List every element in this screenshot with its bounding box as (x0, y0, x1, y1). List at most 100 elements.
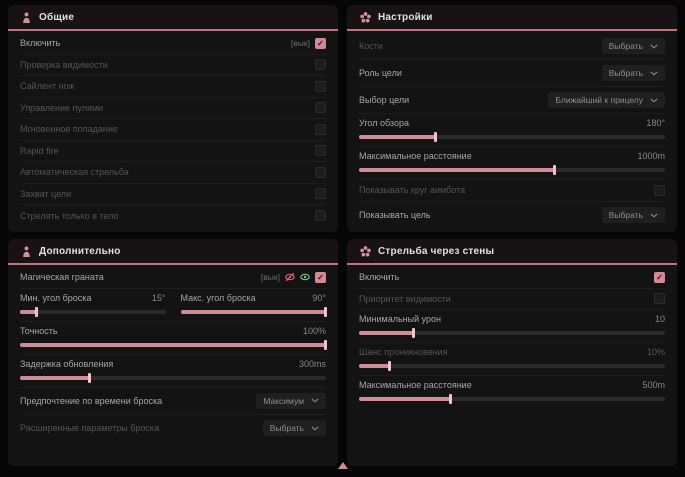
checkbox-row[interactable]: Приоритет видимости (359, 289, 665, 310)
dropdown-row: Роль цели Выбрать (359, 60, 665, 87)
row-label: Магическая граната (20, 272, 104, 283)
slider-control (359, 165, 665, 175)
checkbox[interactable] (654, 293, 665, 305)
row-label: Показывать цель (359, 210, 431, 220)
slider-value: 10% (646, 347, 665, 357)
slider-track[interactable] (359, 394, 665, 404)
checkbox-row[interactable]: Проверка видимости (20, 55, 326, 76)
panel-rows: Магическая граната [вык] ✓ Мин. угол броска… (8, 265, 338, 442)
row-label: Показывать круг аимбота (359, 185, 466, 196)
chevron-down-icon (311, 425, 319, 431)
row-controls (654, 293, 665, 305)
dropdown[interactable]: Выбрать (262, 420, 326, 436)
slider-row: Максимальное расстояние 1000m (359, 147, 665, 180)
dropdown[interactable]: Максимум (256, 392, 326, 409)
checkbox[interactable] (315, 102, 326, 114)
row-label: Сайлент нож (20, 81, 75, 92)
row-label: Расширенные параметры броска (20, 423, 160, 433)
checkbox[interactable] (315, 210, 326, 222)
chevron-down-icon (650, 97, 658, 103)
slider-handle[interactable] (448, 394, 452, 404)
checkbox-row[interactable]: Захват цели (20, 184, 326, 205)
slider-fill (20, 339, 327, 350)
checkbox-row[interactable]: Включить [вык] ✓ (20, 33, 326, 55)
row-label: Макс. угол броска (180, 292, 256, 303)
checkbox[interactable]: ✓ (315, 37, 326, 49)
slider-value: 180° (646, 118, 665, 128)
slider-handle[interactable] (552, 165, 556, 175)
row-label: Максимальное расстояние (359, 380, 472, 390)
slider-track[interactable] (20, 306, 166, 317)
checkbox[interactable] (315, 123, 326, 135)
slider-half: Мин. угол броска 15° (20, 292, 166, 317)
person-icon (21, 246, 32, 257)
dropdown[interactable]: Выбрать (601, 207, 665, 223)
checkbox-row[interactable]: Rapid fire (20, 141, 326, 162)
checkbox[interactable] (315, 145, 326, 157)
checkbox[interactable] (315, 188, 326, 200)
checkbox-row[interactable]: Мгновенное попадание (20, 119, 326, 141)
dropdown-row: Показывать цель Выбрать (359, 202, 665, 229)
row-controls (654, 184, 665, 196)
checkbox[interactable] (654, 184, 665, 196)
slider: Угол обзора 180° (359, 118, 665, 142)
slider-control (180, 306, 327, 317)
slider-handle[interactable] (324, 339, 327, 350)
slider-value: 500m (642, 380, 665, 390)
checkbox-row[interactable]: Управление пулями (20, 98, 326, 119)
slider-header: Угол обзора 180° (359, 118, 665, 128)
chevron-down-icon (650, 43, 658, 49)
checkbox[interactable] (315, 166, 326, 178)
checkbox-row[interactable]: Сайлент нож (20, 76, 326, 98)
slider-track[interactable] (20, 372, 326, 383)
row-label: Точность (20, 325, 58, 336)
row-label: Предпочтение по времени броска (20, 395, 163, 406)
chevron-down-icon (650, 70, 658, 76)
dropdown[interactable]: Выбрать (601, 65, 665, 81)
slider-control (359, 132, 665, 142)
menu-arrow-marker (338, 462, 348, 469)
flower-icon (360, 11, 371, 23)
dropdown-row: Предпочтение по времени броска Максимум (20, 388, 326, 415)
dropdown-value: Максимум (263, 395, 304, 406)
checkbox[interactable] (315, 80, 326, 92)
slider-header: Минимальный урон 10 (359, 314, 665, 324)
slider-fill (359, 132, 437, 142)
slider-header: Макс. угол броска 90° (181, 293, 327, 303)
slider-track[interactable] (359, 328, 665, 338)
dropdown[interactable]: Выбрать (601, 38, 665, 54)
slider-track[interactable] (180, 306, 327, 317)
checkbox-row[interactable]: Магическая граната [вык] ✓ (20, 267, 326, 289)
slider-handle[interactable] (387, 361, 391, 371)
slider-track[interactable] (359, 132, 665, 142)
eye-off-icon[interactable] (285, 272, 295, 282)
checkbox-row[interactable]: Стрелять только в тело (20, 205, 326, 227)
checkbox-row[interactable]: Показывать круг аимбота (359, 180, 665, 202)
slider-value: 15° (151, 292, 166, 303)
checkbox[interactable]: ✓ (315, 271, 326, 283)
row-controls: [вык] ✓ (261, 271, 326, 283)
checkbox-row[interactable]: Автоматическая стрельба (20, 162, 326, 184)
checkbox[interactable]: ✓ (654, 271, 665, 283)
slider-fill (20, 372, 92, 383)
slider-header: Точность 100% (20, 326, 326, 336)
slider-row: Максимальное расстояние 500m (359, 376, 665, 409)
slider-track[interactable] (359, 361, 665, 371)
slider-track[interactable] (20, 339, 327, 350)
row-label: Проверка видимости (20, 59, 108, 70)
slider-track[interactable] (359, 165, 665, 175)
slider-value: 10 (654, 314, 665, 324)
checkbox[interactable] (315, 59, 326, 71)
dropdown[interactable]: Ближайший к прицелу (548, 92, 665, 108)
slider-handle[interactable] (433, 132, 437, 142)
slider-handle[interactable] (35, 306, 39, 317)
slider-handle[interactable] (324, 306, 327, 317)
eye-on-icon[interactable] (300, 272, 310, 282)
slider-handle[interactable] (88, 372, 92, 383)
row-controls: ✓ (654, 271, 665, 283)
checkbox-row[interactable]: Включить ✓ (359, 267, 665, 289)
slider-fill (359, 328, 416, 338)
row-controls (315, 59, 326, 71)
row-controls (315, 210, 326, 222)
slider-handle[interactable] (412, 328, 416, 338)
